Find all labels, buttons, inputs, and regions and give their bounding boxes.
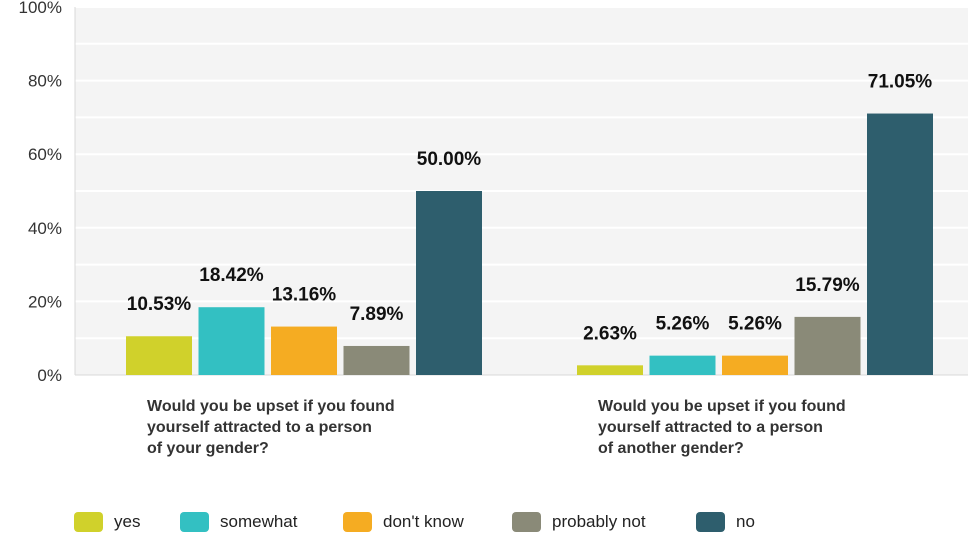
data-label: 2.63% [583,323,637,344]
bar-yes [577,365,643,375]
bar-probably-not [794,316,861,375]
y-tick-label: 100% [19,0,62,17]
legend-item: no [696,507,755,537]
data-label: 10.53% [127,294,192,315]
legend-label: probably not [552,512,646,531]
data-label: 5.26% [728,314,782,335]
bar-somewhat [198,307,265,375]
y-axis: 0% 20% 40% 60% 80% 100% [19,0,62,385]
bar-chart: 0% 20% 40% 60% 80% 100% 10.53% 2.63% 18.42% 5.26… [19,0,968,457]
y-tick-label: 60% [28,145,62,164]
legend-label: somewhat [220,512,298,531]
legend: yes somewhat don't know probably not no [0,507,974,537]
legend-label: yes [114,512,141,531]
bar-no [416,191,482,375]
category-label: Would you be upset if you found yourself … [147,398,395,457]
bar-yes [126,336,192,375]
category-labels: Would you be upset if you found yourself … [147,398,846,457]
legend-item: somewhat [180,507,297,537]
legend-swatch [343,512,372,532]
data-labels: 10.53% 2.63% 18.42% 5.26% 13.16% 5.26% 7.89% 15… [127,72,933,345]
y-tick-label: 40% [28,219,62,238]
legend-item: probably not [512,507,646,537]
legend-swatch [696,512,725,532]
y-tick-label: 0% [37,366,62,385]
bar-don-t-know [722,355,788,375]
bars [126,113,933,375]
y-tick-label: 80% [28,72,62,91]
data-label: 71.05% [868,72,933,93]
data-label: 15.79% [795,275,860,296]
gridlines [74,6,968,376]
bar-no [867,113,933,375]
bar-probably-not [343,345,410,375]
legend-swatch [512,512,541,532]
legend-item: yes [74,507,140,537]
data-label: 7.89% [350,304,404,325]
legend-item: don't know [343,507,464,537]
data-label: 5.26% [656,314,710,335]
legend-swatch [74,512,103,532]
legend-label: don't know [383,512,464,531]
data-label: 13.16% [272,285,337,306]
data-label: 18.42% [199,265,264,286]
legend-label: no [736,512,755,531]
data-label: 50.00% [417,149,482,170]
y-tick-label: 20% [28,292,62,311]
bar-somewhat [649,355,716,375]
legend-swatch [180,512,209,532]
category-label: Would you be upset if you found yourself … [598,398,846,457]
bar-don-t-know [271,326,337,375]
